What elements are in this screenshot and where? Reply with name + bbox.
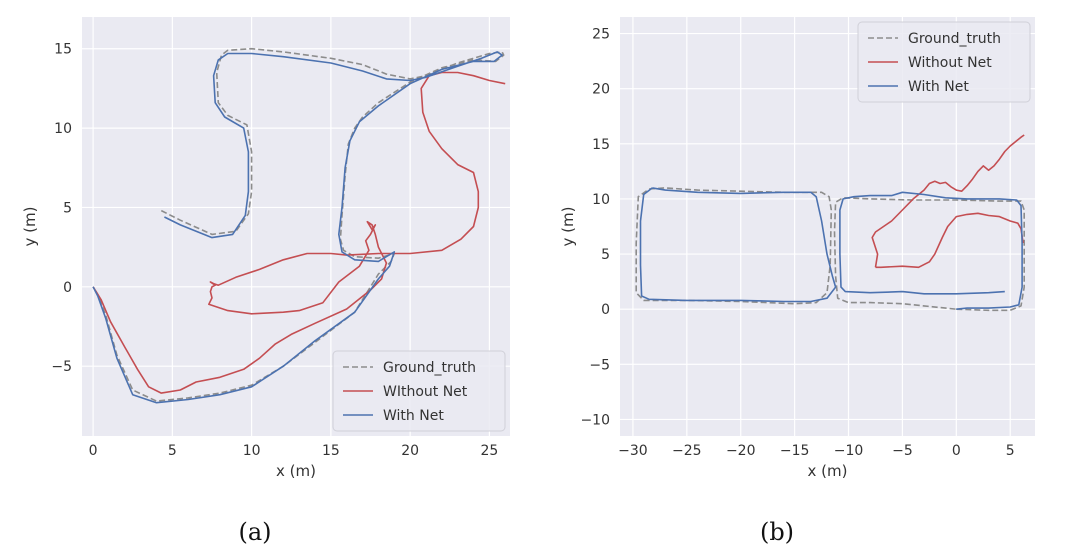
x-tick-label: 20 bbox=[401, 443, 419, 459]
y-tick-label: 10 bbox=[592, 192, 610, 208]
series-line bbox=[833, 197, 1025, 312]
x-tick-label: −20 bbox=[726, 443, 756, 459]
y-tick-label: 15 bbox=[592, 137, 610, 153]
x-tick-label: −10 bbox=[834, 443, 864, 459]
series-line bbox=[92, 51, 503, 404]
y-tick-label: 10 bbox=[54, 121, 72, 137]
grid-b bbox=[620, 17, 1035, 436]
x-tick-label: 5 bbox=[1006, 443, 1015, 459]
y-axis-label-a: y (m) bbox=[21, 207, 39, 247]
x-tick-label: −15 bbox=[780, 443, 810, 459]
x-tick-label: 15 bbox=[322, 443, 340, 459]
x-axis-label-a: x (m) bbox=[276, 462, 316, 480]
tick-labels-a: 0 5 10 15 20 25 −5 0 5 10 15 bbox=[51, 42, 498, 459]
series-lines-b bbox=[635, 134, 1025, 312]
grid-a bbox=[82, 17, 510, 436]
series-line bbox=[871, 134, 1025, 268]
y-tick-label: 25 bbox=[592, 27, 610, 43]
legend-box bbox=[857, 21, 1031, 103]
series-line bbox=[635, 187, 833, 305]
series-line bbox=[92, 71, 506, 394]
legend-label: Without Net bbox=[908, 55, 992, 71]
legend-box bbox=[332, 350, 506, 432]
y-tick-label: 5 bbox=[63, 200, 72, 216]
x-tick-label: −5 bbox=[892, 443, 913, 459]
legend-label: Ground_truth bbox=[908, 31, 1001, 47]
legend-a: Ground_truth WIthout Net With Net bbox=[332, 350, 506, 432]
x-tick-label: 0 bbox=[89, 443, 98, 459]
x-tick-label: 10 bbox=[243, 443, 261, 459]
y-tick-label: 15 bbox=[54, 42, 72, 58]
y-tick-label: 20 bbox=[592, 82, 610, 98]
x-tick-label: −25 bbox=[672, 443, 702, 459]
y-tick-label: 0 bbox=[601, 302, 610, 318]
x-tick-label: 0 bbox=[952, 443, 961, 459]
series-line bbox=[839, 191, 1023, 310]
legend-label: WIthout Net bbox=[383, 384, 468, 400]
y-axis-label-b: y (m) bbox=[559, 207, 577, 247]
x-tick-label: 5 bbox=[168, 443, 177, 459]
panel-b: −30 −25 −20 −15 −10 −5 0 5 −10 −5 0 5 10 15 20 25 x (m)… bbox=[559, 17, 1035, 480]
legend-b: Ground_truth Without Net With Net bbox=[857, 21, 1031, 103]
x-tick-label: −30 bbox=[618, 443, 648, 459]
legend-label: With Net bbox=[383, 408, 444, 424]
x-axis-label-b: x (m) bbox=[808, 462, 848, 480]
y-tick-label: 0 bbox=[63, 280, 72, 296]
y-tick-label: −5 bbox=[589, 357, 610, 373]
caption-b: (b) bbox=[760, 518, 794, 546]
y-tick-label: 5 bbox=[601, 247, 610, 263]
tick-labels-b: −30 −25 −20 −15 −10 −5 0 5 −10 −5 0 5 10 15 20 25 bbox=[580, 27, 1014, 459]
y-tick-label: −5 bbox=[51, 359, 72, 375]
legend-label: Ground_truth bbox=[383, 360, 476, 376]
series-line bbox=[875, 212, 1024, 269]
caption-a: (a) bbox=[238, 518, 271, 546]
panel-a: 0 5 10 15 20 25 −5 0 5 10 15 x (m) y (m) Ground_tr… bbox=[21, 17, 510, 480]
legend-label: With Net bbox=[908, 79, 969, 95]
series-lines-a bbox=[92, 47, 506, 404]
y-tick-label: −10 bbox=[580, 412, 610, 428]
series-line bbox=[639, 187, 837, 303]
x-tick-label: 25 bbox=[480, 443, 498, 459]
